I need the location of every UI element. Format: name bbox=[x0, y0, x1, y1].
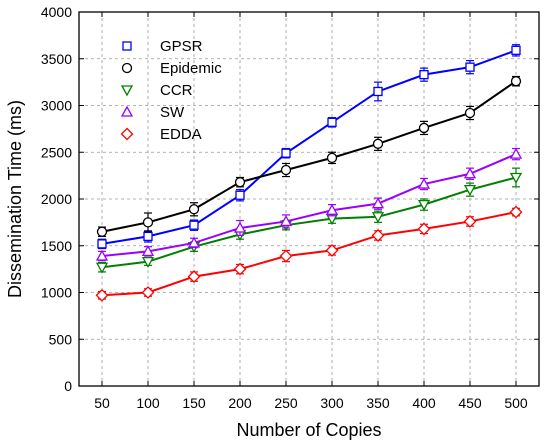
series-epidemic bbox=[96, 75, 522, 237]
y-tick-label: 1000 bbox=[41, 285, 72, 301]
x-tick-label: 450 bbox=[458, 395, 482, 411]
legend-marker bbox=[120, 85, 134, 97]
legend-label: GPSR bbox=[160, 38, 203, 55]
x-tick-label: 250 bbox=[274, 395, 298, 411]
data-point bbox=[417, 199, 431, 211]
data-point bbox=[418, 122, 430, 134]
data-point bbox=[511, 45, 521, 55]
data-point bbox=[325, 244, 339, 257]
data-point bbox=[141, 286, 155, 299]
series-group bbox=[95, 44, 523, 302]
data-point bbox=[280, 164, 292, 176]
data-point bbox=[233, 262, 247, 276]
y-tick-label: 4000 bbox=[41, 4, 72, 20]
legend-label: SW bbox=[160, 104, 185, 121]
data-point bbox=[463, 215, 477, 228]
series-line bbox=[101, 80, 517, 233]
legend: GPSR Epidemic CCR SW EDDA bbox=[120, 38, 222, 143]
data-point bbox=[95, 262, 109, 274]
data-point bbox=[325, 203, 339, 215]
data-point bbox=[327, 117, 337, 127]
series-sw bbox=[95, 147, 523, 262]
data-point bbox=[96, 226, 108, 237]
series-gpsr bbox=[97, 44, 521, 250]
y-tick-label: 0 bbox=[64, 378, 72, 394]
x-tick-label: 300 bbox=[320, 395, 344, 411]
data-point bbox=[417, 177, 431, 189]
x-tick-label: 400 bbox=[412, 395, 436, 411]
y-tick-label: 3000 bbox=[41, 98, 72, 114]
x-tick-label: 50 bbox=[94, 395, 110, 411]
series-line bbox=[101, 49, 517, 245]
plot-frame bbox=[78, 11, 540, 387]
data-point bbox=[463, 167, 477, 179]
data-point bbox=[235, 190, 245, 200]
data-point bbox=[187, 270, 201, 284]
data-point bbox=[465, 62, 475, 72]
data-point bbox=[97, 239, 107, 249]
x-tick-label: 350 bbox=[366, 395, 390, 411]
series-ccr bbox=[95, 167, 523, 274]
data-point bbox=[509, 172, 523, 184]
data-point bbox=[463, 184, 477, 196]
series-line bbox=[101, 211, 517, 297]
data-point bbox=[371, 212, 385, 224]
data-point bbox=[510, 76, 522, 87]
y-tick-label: 2500 bbox=[41, 144, 72, 160]
data-point bbox=[419, 69, 429, 80]
data-point bbox=[373, 86, 383, 97]
y-tick-label: 3500 bbox=[41, 51, 72, 67]
data-point bbox=[141, 245, 155, 257]
y-tick-label: 2000 bbox=[41, 191, 72, 207]
y-tick-label: 500 bbox=[49, 331, 73, 347]
data-point bbox=[279, 249, 293, 263]
y-axis-title: Dissemination Time (ms) bbox=[5, 100, 25, 298]
data-point bbox=[234, 177, 246, 188]
data-point bbox=[189, 220, 199, 230]
series-line bbox=[101, 153, 517, 258]
series-edda bbox=[95, 205, 523, 302]
data-point bbox=[141, 256, 155, 268]
data-point bbox=[509, 205, 523, 219]
data-point bbox=[371, 197, 385, 209]
x-axis-title: Number of Copies bbox=[236, 420, 381, 440]
data-point bbox=[372, 138, 384, 149]
legend-label: Epidemic bbox=[160, 60, 222, 77]
data-point bbox=[143, 231, 153, 242]
data-point bbox=[279, 215, 293, 227]
data-point bbox=[95, 288, 109, 302]
y-tick-label: 1500 bbox=[41, 238, 72, 254]
x-tick-label: 200 bbox=[228, 395, 252, 411]
axis-ticks: 0 500 1000 1500 2000 2500 3000 3500 4000 50 100 150… bbox=[41, 4, 539, 411]
x-tick-label: 150 bbox=[182, 395, 206, 411]
data-point bbox=[281, 148, 291, 158]
data-point bbox=[142, 217, 154, 228]
legend-label: CCR bbox=[160, 82, 193, 99]
data-point bbox=[95, 249, 109, 261]
legend-marker bbox=[121, 62, 133, 74]
data-point bbox=[326, 152, 338, 164]
data-point bbox=[187, 236, 201, 248]
x-tick-label: 100 bbox=[136, 395, 160, 411]
data-point bbox=[417, 222, 431, 236]
legend-marker bbox=[120, 105, 134, 117]
series-line bbox=[101, 176, 517, 269]
x-tick-label: 500 bbox=[504, 395, 528, 411]
grid-lines bbox=[79, 12, 539, 386]
legend-marker bbox=[120, 127, 134, 141]
legend-marker bbox=[122, 41, 132, 51]
data-point bbox=[233, 221, 247, 233]
data-point bbox=[509, 147, 523, 159]
data-point bbox=[188, 204, 200, 215]
data-point bbox=[371, 229, 385, 242]
legend-label: EDDA bbox=[160, 126, 202, 143]
data-point bbox=[464, 107, 476, 119]
